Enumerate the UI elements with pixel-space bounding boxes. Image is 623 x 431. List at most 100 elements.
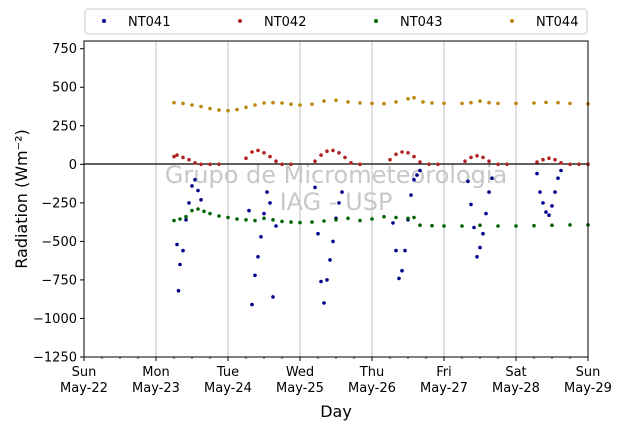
data-point: [184, 218, 188, 222]
data-point: [505, 162, 509, 167]
data-point: [247, 208, 251, 213]
data-point: [421, 100, 425, 104]
data-point: [478, 245, 482, 250]
data-point: [481, 155, 485, 160]
data-point: [178, 217, 182, 221]
data-point: [265, 190, 269, 194]
legend-label: NT041: [128, 15, 170, 30]
data-point: [343, 155, 347, 160]
data-point: [271, 295, 275, 299]
data-point: [334, 98, 338, 103]
data-point: [349, 161, 353, 165]
x-tick-label-day: Sun: [576, 365, 601, 380]
legend-marker: [102, 19, 106, 23]
data-point: [472, 225, 476, 230]
plot-area: Grupo de Micrometeorologia IAG - USP: [83, 40, 590, 358]
x-tick-label-date: May-23: [132, 381, 180, 396]
x-tick-label-date: May-27: [420, 381, 468, 396]
data-point: [250, 150, 254, 154]
data-point: [532, 223, 536, 228]
data-point: [577, 162, 581, 167]
data-point: [484, 211, 488, 216]
data-point: [412, 95, 416, 100]
data-point: [331, 148, 335, 153]
data-point: [568, 101, 572, 106]
y-tick-label: −250: [41, 196, 77, 211]
data-point: [244, 218, 248, 222]
data-point: [193, 161, 197, 165]
data-point: [337, 201, 341, 205]
data-point: [481, 231, 485, 236]
data-point: [217, 214, 221, 218]
data-point: [184, 214, 188, 219]
data-point: [541, 201, 545, 205]
series-nt044: [172, 95, 590, 113]
data-point: [514, 224, 518, 228]
data-point: [190, 208, 194, 213]
data-point: [490, 176, 494, 180]
data-point: [550, 204, 554, 208]
data-point: [460, 101, 464, 106]
series-nt042: [172, 148, 590, 167]
data-point: [262, 216, 266, 221]
data-point: [340, 190, 344, 194]
data-point: [535, 160, 539, 164]
data-point: [274, 224, 278, 228]
data-point: [322, 219, 326, 223]
data-point: [253, 273, 257, 278]
legend: NT041 NT042 NT043 NT044: [84, 8, 588, 35]
y-tick-label: 250: [52, 119, 77, 134]
data-point: [418, 168, 422, 173]
data-point: [430, 101, 434, 105]
data-point: [199, 198, 203, 202]
watermark-line-2: IAG - USP: [280, 188, 393, 216]
legend-label: NT043: [400, 15, 442, 30]
data-point: [550, 223, 554, 227]
data-point: [553, 190, 557, 194]
data-point: [322, 301, 326, 305]
plot-background: [84, 41, 588, 357]
data-point: [310, 102, 314, 106]
data-point: [196, 207, 200, 211]
data-point: [487, 100, 491, 105]
data-point: [394, 100, 398, 104]
data-point: [469, 155, 473, 160]
data-point: [319, 153, 323, 157]
data-point: [388, 157, 392, 162]
watermark-line-1: Grupo de Micrometeorologia: [165, 161, 507, 189]
data-point: [535, 171, 539, 176]
data-point: [289, 162, 293, 167]
y-tick-label: 0: [69, 158, 77, 173]
data-point: [427, 162, 431, 167]
data-point: [442, 224, 446, 228]
x-axis-label: Day: [320, 402, 352, 421]
legend-marker: [238, 19, 242, 23]
data-point: [382, 214, 386, 219]
data-point: [172, 218, 176, 223]
x-tick-label-day: Sat: [505, 365, 526, 380]
y-tick-label: 500: [52, 81, 77, 96]
data-point: [235, 217, 239, 221]
data-point: [544, 100, 548, 105]
data-point: [496, 101, 500, 106]
data-point: [316, 231, 320, 236]
data-point: [208, 162, 212, 167]
data-point: [559, 168, 563, 173]
y-tick-label: −500: [41, 235, 77, 250]
data-point: [346, 216, 350, 221]
data-point: [406, 151, 410, 155]
data-point: [226, 108, 230, 113]
data-point: [400, 268, 404, 273]
data-point: [217, 162, 221, 167]
data-point: [199, 162, 203, 167]
data-point: [559, 161, 563, 165]
data-point: [382, 101, 386, 106]
data-point: [469, 202, 473, 207]
data-point: [409, 193, 413, 197]
data-point: [208, 211, 212, 216]
data-point: [358, 162, 362, 167]
data-point: [325, 149, 329, 153]
legend-marker: [510, 19, 514, 23]
data-point: [334, 218, 338, 222]
